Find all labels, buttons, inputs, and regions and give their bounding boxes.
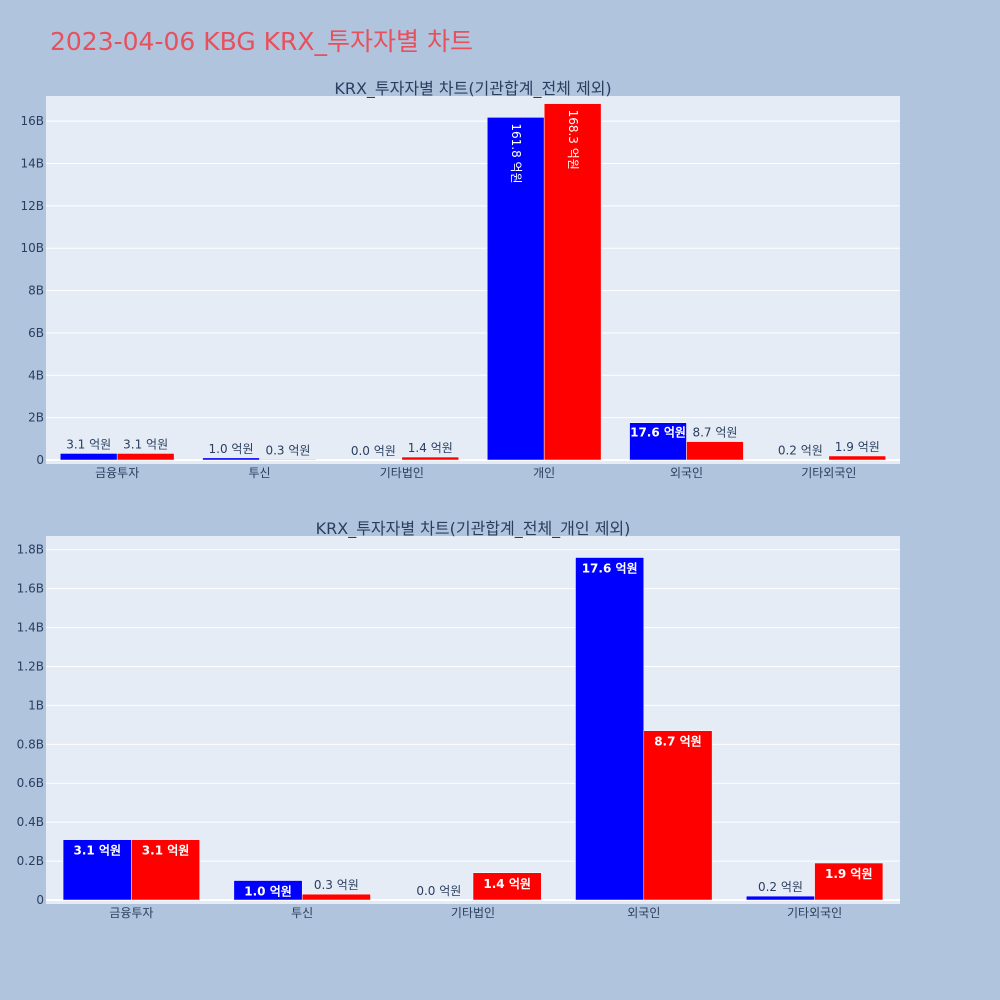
bar[interactable] [814,862,884,901]
data-label: 1.9 억원 [825,867,873,881]
y-tick-label: 10B [20,241,44,255]
data-label: 0.3 억원 [314,878,359,892]
x-tick-label: 투신 [291,906,313,920]
data-label: 17.6 억원 [582,562,638,576]
bar[interactable] [629,422,687,461]
data-label: 161.8 억원 [509,123,523,183]
bar[interactable] [233,880,303,901]
bar[interactable] [301,893,371,901]
data-label: 0.3 억원 [265,443,310,457]
y-tick-label: 0 [36,893,44,907]
data-label: 0.2 억원 [758,880,803,894]
x-tick-label: 기타법인 [451,906,495,920]
data-label: 1.9 억원 [835,440,880,454]
data-label: 3.1 억원 [66,437,111,451]
data-label: 17.6 억원 [630,426,686,440]
x-tick-label: 외국인 [627,906,660,920]
data-label: 8.7 억원 [654,735,702,749]
chart-title: KRX_투자자별 차트(기관합계_전체 제외) [334,79,611,99]
chart-2: 0 0.2B 0.4B 0.6B 0.8B 1B 1.2B 1.4B 1.6B 1.8B KRX_투… [17,519,900,920]
data-label: 1.4 억원 [483,877,531,891]
data-label: 3.1 억원 [142,844,190,858]
x-tick-label: 금융투자 [109,906,153,920]
bar[interactable] [202,457,260,461]
data-label: 168.3 억원 [566,110,580,170]
bar[interactable] [486,117,545,461]
bar[interactable] [643,730,713,901]
bar[interactable] [116,453,175,461]
y-tick-label: 0.4B [17,815,44,829]
y-tick-label: 1B [28,698,44,712]
data-label: 0.0 억원 [416,884,461,898]
data-label: 0.0 억원 [351,444,396,458]
y-tick-label: 6B [28,326,44,340]
y-tick-label: 1.4B [17,621,44,635]
x-tick-label: 투신 [248,466,270,480]
bar[interactable] [828,455,887,461]
x-tick-label: 금융투자 [95,466,139,480]
x-tick-label: 기타외국인 [801,466,856,480]
bar[interactable] [62,839,132,901]
x-tick-label: 외국인 [670,466,703,480]
y-tick-label: 0.8B [17,737,44,751]
y-tick-label: 16B [20,114,44,128]
y-tick-label: 14B [20,157,44,171]
y-tick-label: 4B [28,368,44,382]
y-tick-label: 2B [28,411,44,425]
data-label: 1.4 억원 [408,441,453,455]
bar[interactable] [131,839,200,901]
x-tick-label: 개인 [533,466,555,480]
y-tick-label: 1.8B [17,543,44,557]
bar[interactable] [543,103,602,461]
bar[interactable] [575,557,645,901]
bar[interactable] [771,459,830,461]
bar[interactable] [472,872,542,901]
chart-1: 0 2B 4B 6B 8B 10B 12B 14B 16B KRX_투자자별 차트(기관합계_전체… [20,79,900,480]
bar[interactable] [401,456,460,461]
y-tick-label: 12B [20,199,44,213]
x-tick-label: 기타법인 [380,466,424,480]
page-title: 2023-04-06 KBG KRX_투자자별 차트 [50,27,473,56]
bar[interactable] [59,453,118,461]
y-tick-label: 8B [28,284,44,298]
plot-area [46,96,900,464]
data-label: 0.2 억원 [778,444,823,458]
x-tick-label: 기타외국인 [787,906,842,920]
data-label: 1.0 억원 [244,885,292,899]
y-tick-label: 0.2B [17,854,44,868]
y-tick-label: 1.2B [17,659,44,673]
data-label: 3.1 억원 [73,844,121,858]
bar[interactable] [259,459,317,461]
y-tick-label: 0 [36,453,44,467]
data-label: 8.7 억원 [692,426,737,440]
bar[interactable] [746,895,815,901]
data-label: 3.1 억원 [123,437,168,451]
bar[interactable] [686,441,744,461]
data-label: 1.0 억원 [209,442,254,456]
y-tick-label: 1.6B [17,582,44,596]
chart-title: KRX_투자자별 차트(기관합계_전체_개인 제외) [316,519,631,539]
y-tick-label: 0.6B [17,776,44,790]
